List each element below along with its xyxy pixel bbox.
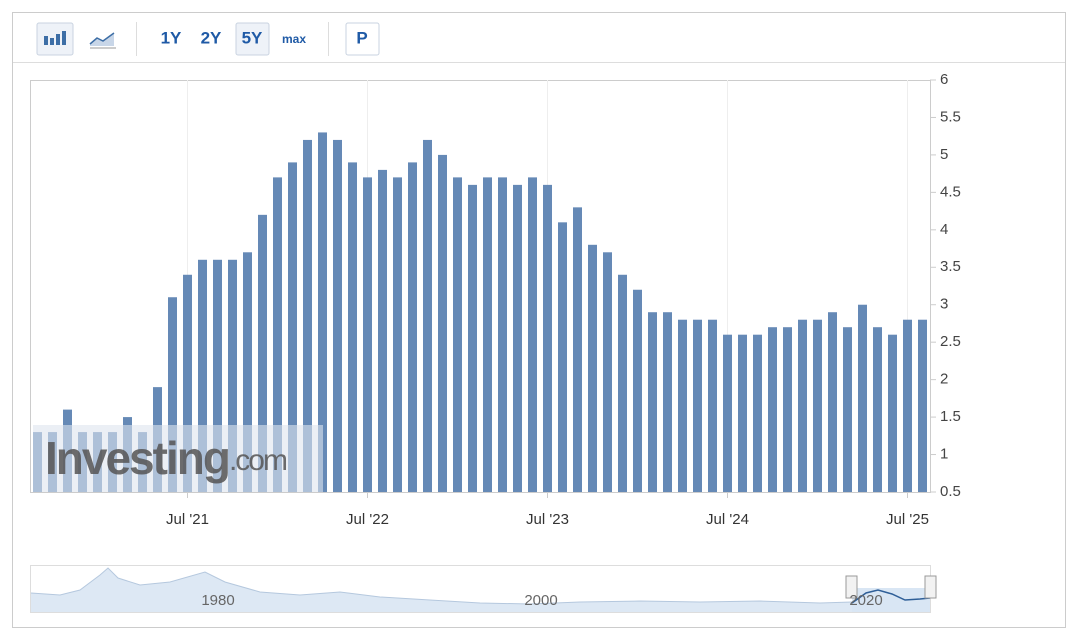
y-tick-label: 2 <box>940 371 948 388</box>
bar <box>288 162 297 492</box>
bar <box>183 274 192 492</box>
navigator-label: 2020 <box>849 592 882 609</box>
bar <box>228 259 237 492</box>
bar <box>888 334 897 492</box>
y-tick-label: 3 <box>940 296 948 313</box>
bar <box>198 259 207 492</box>
bar <box>768 327 777 492</box>
range-button-active[interactable] <box>235 22 270 56</box>
bar <box>648 312 657 492</box>
bar <box>333 139 342 492</box>
bar-chart-button[interactable] <box>36 22 74 56</box>
bar <box>858 304 867 492</box>
x-tick-label: Jul '22 <box>346 511 389 528</box>
y-tick-label: 3.5 <box>940 258 961 275</box>
bar <box>543 184 552 492</box>
x-tick-label: Jul '25 <box>886 511 929 528</box>
y-tick-label: 0.5 <box>940 483 961 500</box>
y-tick-label: 2.5 <box>940 333 961 350</box>
watermark-brand: Investing <box>45 432 229 484</box>
y-tick-label: 4 <box>940 221 948 238</box>
bar <box>573 207 582 492</box>
y-tick-label: 6 <box>940 71 948 88</box>
bar <box>243 252 252 492</box>
navigator-label: 2000 <box>524 592 557 609</box>
bar <box>258 214 267 492</box>
bar <box>798 319 807 492</box>
x-tick-label: Jul '21 <box>166 511 209 528</box>
bar-icon <box>44 31 66 45</box>
bar <box>663 312 672 492</box>
bar <box>348 162 357 492</box>
bar <box>423 139 432 492</box>
navigator-label: 1980 <box>201 592 234 609</box>
bar <box>483 177 492 492</box>
bar <box>168 297 177 492</box>
y-tick-label: 1 <box>940 446 948 463</box>
bar <box>753 334 762 492</box>
bar <box>498 177 507 492</box>
y-tick-label: 1.5 <box>940 408 961 425</box>
bar <box>873 327 882 492</box>
x-tick-label: Jul '24 <box>706 511 749 528</box>
bar <box>273 177 282 492</box>
bar <box>438 154 447 492</box>
bar <box>843 327 852 492</box>
y-tick-label: 5 <box>940 146 948 163</box>
navigator-handle[interactable] <box>924 575 937 599</box>
bar <box>513 184 522 492</box>
y-tick-label: 4.5 <box>940 183 961 200</box>
navigator-area <box>31 568 852 612</box>
bar <box>303 139 312 492</box>
p-button[interactable] <box>345 22 380 56</box>
watermark-box <box>33 425 323 492</box>
bar <box>693 319 702 492</box>
bar <box>453 177 462 492</box>
navigator-selected-line <box>851 589 931 604</box>
plot-border <box>30 80 931 493</box>
bar <box>828 312 837 492</box>
bar <box>813 319 822 492</box>
range-button[interactable]: 1Y <box>161 28 182 47</box>
bar <box>723 334 732 492</box>
navigator-handle[interactable] <box>845 575 858 599</box>
x-tick-label: Jul '23 <box>526 511 569 528</box>
bar <box>213 259 222 492</box>
bar <box>363 177 372 492</box>
range-button[interactable]: 2Y <box>201 28 222 47</box>
bar <box>903 319 912 492</box>
bar <box>678 319 687 492</box>
bar <box>468 184 477 492</box>
y-tick-label: 5.5 <box>940 108 961 125</box>
bar <box>393 177 402 492</box>
watermark-suffix: .com <box>229 444 287 477</box>
bar <box>738 334 747 492</box>
bar <box>378 169 387 492</box>
line-chart-button[interactable] <box>89 32 116 49</box>
bar <box>318 132 327 492</box>
bar <box>708 319 717 492</box>
range-button[interactable]: 5Y <box>242 28 263 47</box>
navigator-selection[interactable] <box>852 588 930 612</box>
bar <box>633 289 642 492</box>
bar <box>588 244 597 492</box>
bar <box>918 319 927 492</box>
bar <box>408 162 417 492</box>
bar <box>618 274 627 492</box>
bar <box>528 177 537 492</box>
bar <box>603 252 612 492</box>
watermark: Investing.com <box>45 432 287 484</box>
bar <box>558 222 567 492</box>
p-button-label[interactable]: P <box>356 28 367 47</box>
navigator-line <box>30 567 853 605</box>
bar <box>783 327 792 492</box>
range-button[interactable]: max <box>282 32 306 46</box>
plot: 0.5 1 1.5 2 2.5 3 3.5 4 4.5 5 5.5 6 Jul '21 Jul '22 Ju… <box>33 71 961 528</box>
